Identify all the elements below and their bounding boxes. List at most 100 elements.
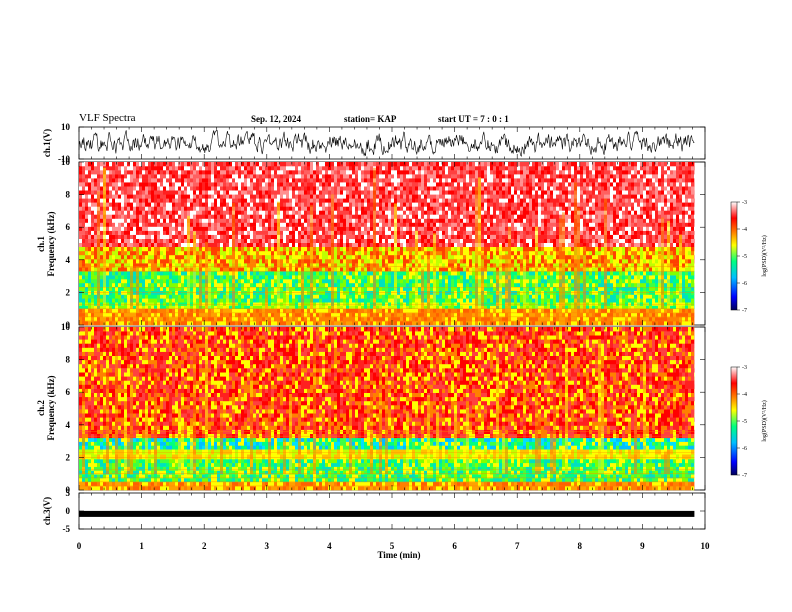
spectrogram-cell <box>94 198 97 203</box>
spectrogram-cell <box>355 186 358 191</box>
spectrogram-cell <box>274 263 277 268</box>
spectrogram-cell <box>409 271 412 276</box>
spectrogram-cell <box>322 282 325 287</box>
spectrogram-cell <box>346 294 349 299</box>
spectrogram-cell <box>364 210 367 215</box>
spectrogram-cell <box>256 234 259 239</box>
spectrogram-cell <box>298 298 301 303</box>
spectrogram-cell <box>106 190 109 195</box>
spectrogram-cell <box>265 275 268 280</box>
spectrogram-cell <box>244 194 247 199</box>
spectrogram-cell <box>238 218 241 223</box>
spectrogram-cell <box>343 298 346 303</box>
spectrogram-cell <box>163 286 166 291</box>
spectrogram-cell <box>436 218 439 223</box>
spectrogram-cell <box>88 170 91 175</box>
spectrogram-cell <box>328 238 331 243</box>
spectrogram-cell <box>160 312 163 318</box>
spectrogram-cell <box>418 316 421 322</box>
spectrogram-cell <box>271 286 274 291</box>
spectrogram-cell <box>175 210 178 215</box>
spectrogram-cell <box>271 298 274 303</box>
spectrogram-cell <box>418 263 421 268</box>
spectrogram-cell <box>220 286 223 291</box>
spectrogram-cell <box>313 250 316 256</box>
spectrogram-cell <box>109 226 112 231</box>
spectrogram-streak <box>226 281 229 309</box>
spectrogram-cell <box>385 230 388 235</box>
spectrogram-cell <box>388 250 391 256</box>
spectrogram-cell <box>274 267 277 272</box>
spectrogram-cell <box>364 182 367 187</box>
spectrogram-cell <box>250 312 253 318</box>
spectrogram-cell <box>142 162 145 167</box>
spectrogram-cell <box>193 186 196 191</box>
spectrogram-cell <box>385 294 388 299</box>
spectrogram-cell <box>166 294 169 299</box>
spectrogram-cell <box>322 298 325 303</box>
spectrogram-cell <box>406 190 409 195</box>
spectrogram-cell <box>211 246 214 252</box>
spectrogram-cell <box>157 174 160 179</box>
spectrogram-cell <box>85 198 88 203</box>
spectrogram-cell <box>400 263 403 268</box>
spectrogram-cell <box>202 218 205 223</box>
spectrogram-cell <box>310 194 313 199</box>
spectrogram-cell <box>250 186 253 191</box>
spectrogram-cell <box>172 170 175 175</box>
spectrogram-cell <box>127 226 130 231</box>
spectrogram-cell <box>280 174 283 179</box>
spectrogram-cell <box>196 174 199 179</box>
spectrogram-cell <box>196 286 199 291</box>
spectrogram-cell <box>400 234 403 239</box>
spectrogram-cell <box>151 259 154 264</box>
spectrogram-cell <box>172 282 175 287</box>
station-label: station= KAP <box>344 114 397 124</box>
spectrogram-cell <box>232 182 235 187</box>
spectrogram-cell <box>418 194 421 199</box>
spectrogram-cell <box>289 254 292 260</box>
spectrogram-cell <box>355 174 358 179</box>
spectrogram-cell <box>325 202 328 207</box>
spectrogram-cell <box>313 298 316 303</box>
spectrogram-cell <box>115 316 118 322</box>
spectrogram-cell <box>280 254 283 260</box>
spectrogram-cell <box>295 230 298 235</box>
spectrogram-cell <box>328 294 331 299</box>
spectrogram-cell <box>238 298 241 303</box>
spectrogram-cell <box>205 166 208 171</box>
spectrogram-cell <box>178 174 181 179</box>
spectrogram-cell <box>268 250 271 256</box>
spectrogram-cell <box>340 186 343 191</box>
spectrogram-cell <box>253 222 256 227</box>
spectrogram-cell <box>364 279 367 284</box>
spectrogram-cell <box>409 230 412 235</box>
spectrogram-cell <box>127 242 130 247</box>
spectrogram-cell <box>430 214 433 219</box>
spectrogram-cell <box>121 298 124 303</box>
spectrogram-cell <box>229 316 232 322</box>
spectrogram-cell <box>355 194 358 199</box>
spectrogram-cell <box>238 194 241 199</box>
spectrogram-cell <box>250 282 253 287</box>
spectrogram-cell <box>355 320 358 326</box>
spectrogram-cell <box>364 308 367 314</box>
spectrogram-cell <box>397 170 400 175</box>
spectrogram-cell <box>427 202 430 207</box>
spectrogram-cell <box>169 238 172 243</box>
spectrogram-cell <box>130 242 133 247</box>
spectrogram-cell <box>148 320 151 326</box>
spectrogram-cell <box>385 234 388 239</box>
spectrogram-cell <box>253 246 256 252</box>
spectrogram-cell <box>145 250 148 256</box>
spectrogram-cell <box>88 218 91 223</box>
spectrogram-cell <box>391 250 394 256</box>
spectrogram-cell <box>115 282 118 287</box>
spectrogram-cell <box>235 316 238 322</box>
spectrogram-cell <box>283 202 286 207</box>
spectrogram-cell <box>439 238 442 243</box>
spectrogram-cell <box>403 210 406 215</box>
spectrogram-cell <box>427 312 430 318</box>
spectrogram-cell <box>262 238 265 243</box>
spectrogram-cell <box>256 186 259 191</box>
